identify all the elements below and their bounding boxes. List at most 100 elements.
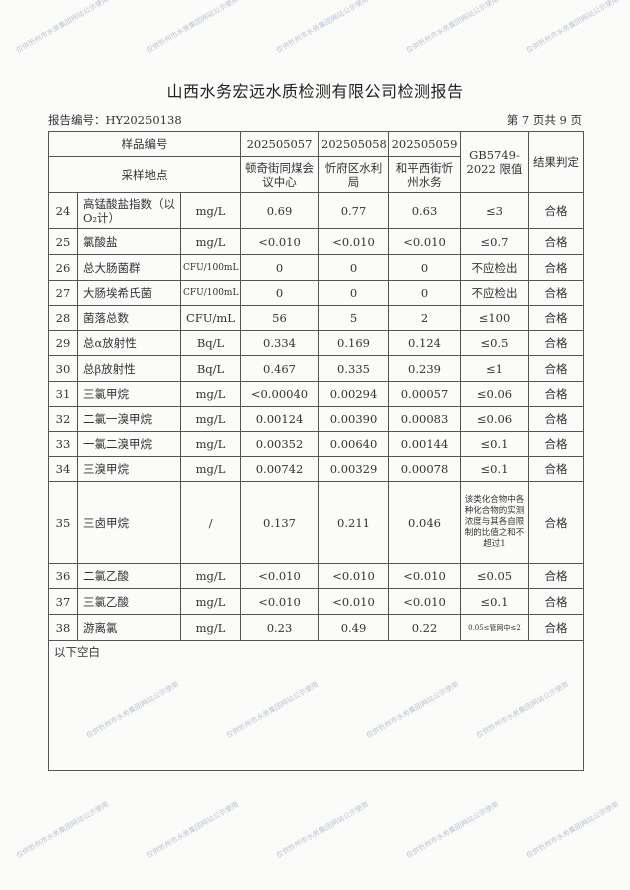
cell-result: 合格 [528, 305, 584, 331]
cell-v1: 0.23 [240, 614, 319, 641]
table-row: 28 菌落总数 CFU/mL 56 5 2 ≤100 合格 [48, 305, 584, 331]
cell-limit: ≤3 [460, 192, 529, 229]
table-row: 33 一氯二溴甲烷 mg/L 0.00352 0.00640 0.00144 ≤0.1 合格 [48, 431, 584, 457]
cell-limit: 不应检出 [460, 254, 529, 281]
cell-v2: 0.77 [318, 192, 389, 229]
cell-v3: <0.010 [388, 563, 461, 589]
table-row: 38 游离氯 mg/L 0.23 0.49 0.22 0.05≤管网中≤2 合格 [48, 614, 584, 641]
watermark: 仅供忻州市水务集团网站公示使用 [525, 800, 620, 860]
cell-limit: ≤1 [460, 355, 529, 382]
cell-v1: 56 [240, 305, 319, 331]
cell-unit: mg/L [180, 406, 241, 432]
site-label: 采样地点 [48, 156, 241, 193]
watermark: 仅供忻州市水务集团网站公示使用 [145, 800, 240, 860]
cell-unit: mg/L [180, 614, 241, 641]
cell-v3: 0 [388, 254, 461, 281]
cell-limit: ≤0.06 [460, 406, 529, 432]
cell-limit: ≤0.5 [460, 330, 529, 356]
report-number: 报告编号：HY20250138 [48, 113, 182, 127]
cell-item: 三卤甲烷 [77, 481, 181, 564]
cell-result: 合格 [528, 330, 584, 356]
cell-v3: 0.22 [388, 614, 461, 641]
watermark: 仅供忻州市水务集团网站公示使用 [145, 0, 240, 55]
cell-unit: Bq/L [180, 355, 241, 382]
cell-result: 合格 [528, 588, 584, 615]
cell-item: 高锰酸盐指数（以O₂计） [77, 192, 181, 229]
cell-unit: mg/L [180, 192, 241, 229]
limit-header: GB5749-2022 限值 [460, 131, 529, 193]
cell-limit: 0.05≤管网中≤2 [460, 614, 529, 641]
results-table: 样品编号 202505057 202505058 202505059 GB574… [48, 131, 584, 771]
cell-v2: 5 [318, 305, 389, 331]
cell-limit: ≤0.06 [460, 381, 529, 407]
cell-v3: <0.010 [388, 228, 461, 255]
watermark: 仅供忻州市水务集团网站公示使用 [405, 0, 500, 55]
cell-item: 一氯二溴甲烷 [77, 431, 181, 457]
cell-result: 合格 [528, 280, 584, 306]
sample-site: 顿奇街同煤会议中心 [240, 156, 319, 193]
cell-no: 24 [48, 192, 78, 229]
cell-v3: 0.00057 [388, 381, 461, 407]
table-row: 31 三氯甲烷 mg/L <0.00040 0.00294 0.00057 ≤0.06 合格 [48, 381, 584, 407]
cell-unit: mg/L [180, 588, 241, 615]
cell-unit: mg/L [180, 563, 241, 589]
cell-result: 合格 [528, 456, 584, 482]
cell-no: 30 [48, 355, 78, 382]
cell-v1: 0.00352 [240, 431, 319, 457]
cell-v1: 0 [240, 280, 319, 306]
cell-limit: ≤0.05 [460, 563, 529, 589]
cell-item: 二氯一溴甲烷 [77, 406, 181, 432]
cell-v2: 0.00294 [318, 381, 389, 407]
cell-v2: 0.00390 [318, 406, 389, 432]
cell-v1: <0.00040 [240, 381, 319, 407]
cell-item: 大肠埃希氏菌 [77, 280, 181, 306]
cell-limit: ≤0.1 [460, 431, 529, 457]
blank-note: 以下空白 [48, 640, 584, 771]
sample-no: 202505059 [388, 131, 461, 157]
cell-v1: 0 [240, 254, 319, 281]
cell-v3: 0.239 [388, 355, 461, 382]
cell-item: 总β放射性 [77, 355, 181, 382]
watermark: 仅供忻州市水务集团网站公示使用 [275, 800, 370, 860]
table-row: 37 三氯乙酸 mg/L <0.010 <0.010 <0.010 ≤0.1 合格 [48, 588, 584, 615]
cell-v1: 0.00124 [240, 406, 319, 432]
cell-result: 合格 [528, 228, 584, 255]
cell-no: 34 [48, 456, 78, 482]
cell-v1: 0.137 [240, 481, 319, 564]
cell-result: 合格 [528, 563, 584, 589]
cell-item: 总大肠菌群 [77, 254, 181, 281]
table-row: 35 三卤甲烷/0.137 0.211 0.046 该类化合物中各种化合物的实测浓度与其… [48, 481, 584, 564]
cell-v2: 0 [318, 280, 389, 306]
cell-item: 三溴甲烷 [77, 456, 181, 482]
cell-v2: 0.169 [318, 330, 389, 356]
table-row: 26 总大肠菌群 CFU/100mL 0 0 0 不应检出 合格 [48, 254, 584, 281]
cell-no: 26 [48, 254, 78, 281]
cell-result: 合格 [528, 192, 584, 229]
cell-v2: 0 [318, 254, 389, 281]
cell-v3: 0.046 [388, 481, 461, 564]
cell-v2: 0.211 [318, 481, 389, 564]
cell-limit: ≤0.7 [460, 228, 529, 255]
table-row: 25 氯酸盐 mg/L <0.010 <0.010 <0.010 ≤0.7 合格 [48, 228, 584, 255]
cell-v3: 0 [388, 280, 461, 306]
cell-no: 25 [48, 228, 78, 255]
cell-result: 合格 [528, 355, 584, 382]
watermark: 仅供忻州市水务集团网站公示使用 [15, 0, 110, 55]
cell-result: 合格 [528, 614, 584, 641]
cell-v1: <0.010 [240, 563, 319, 589]
cell-limit: 不应检出 [460, 280, 529, 306]
cell-no: 31 [48, 381, 78, 407]
cell-v3: 0.124 [388, 330, 461, 356]
cell-v3: <0.010 [388, 588, 461, 615]
cell-unit: mg/L [180, 431, 241, 457]
cell-unit: CFU/100mL [180, 254, 241, 281]
cell-v2: 0.335 [318, 355, 389, 382]
sample-no: 202505057 [240, 131, 319, 157]
cell-item: 氯酸盐 [77, 228, 181, 255]
cell-no: 33 [48, 431, 78, 457]
cell-limit: ≤0.1 [460, 588, 529, 615]
table-row: 27 大肠埃希氏菌 CFU/100mL 0 0 0 不应检出 合格 [48, 280, 584, 306]
watermark: 仅供忻州市水务集团网站公示使用 [15, 800, 110, 860]
cell-unit: mg/L [180, 456, 241, 482]
